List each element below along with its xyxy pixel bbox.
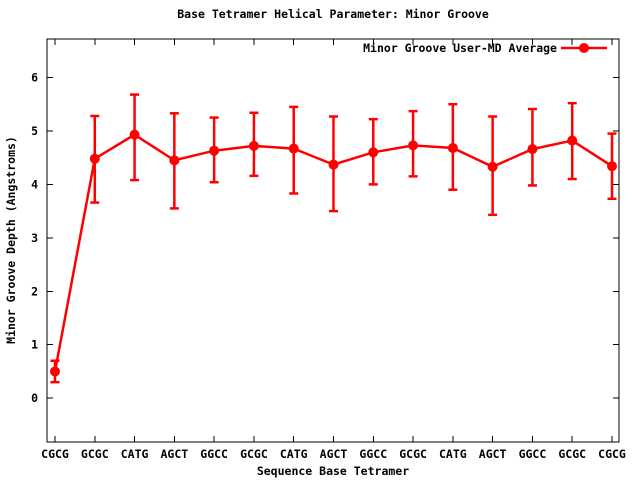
y-tick-label: 6	[31, 70, 38, 84]
y-tick-label: 0	[31, 391, 38, 405]
x-tick-label: AGCT	[320, 447, 348, 461]
x-tick-label: CGCG	[41, 447, 69, 461]
data-point-marker	[89, 153, 100, 164]
data-point-marker	[368, 147, 379, 158]
data-point-marker	[50, 366, 60, 377]
y-tick-label: 2	[31, 284, 38, 298]
x-tick-label: CATG	[280, 447, 308, 461]
plot-border	[46, 38, 620, 443]
data-point-marker	[567, 135, 578, 146]
data-point-marker	[328, 159, 339, 170]
y-tick-label: 4	[31, 177, 38, 191]
legend-marker-icon	[561, 42, 607, 53]
x-tick-label: GGCC	[519, 447, 547, 461]
y-tick-label: 3	[31, 231, 38, 245]
data-point-marker	[607, 161, 617, 172]
x-tick-label: CATG	[121, 447, 149, 461]
data-point-marker	[527, 144, 538, 155]
legend: Minor Groove User-MD Average	[363, 40, 607, 55]
x-tick-label: GCGC	[81, 447, 109, 461]
y-tick-label: 5	[31, 124, 38, 138]
data-point-marker	[487, 161, 498, 172]
data-point-marker	[288, 143, 299, 154]
x-tick-label: AGCT	[161, 447, 189, 461]
x-tick-label: GGCC	[200, 447, 228, 461]
x-tick-label: GCGC	[558, 447, 586, 461]
y-tick-label: 1	[31, 338, 38, 352]
x-axis-title: Sequence Base Tetramer	[256, 464, 410, 478]
x-tick-label: CATG	[439, 447, 467, 461]
x-tick-label: CGCG	[598, 447, 626, 461]
data-point-marker	[169, 155, 180, 166]
data-point-marker	[248, 140, 259, 151]
legend-series-label: Minor Groove User-MD Average	[363, 40, 557, 55]
x-tick-label: AGCT	[479, 447, 507, 461]
data-point-marker	[408, 140, 419, 151]
chart-title: Base Tetramer Helical Parameter: Minor G…	[177, 7, 489, 21]
data-point-marker	[447, 143, 458, 154]
x-tick-label: GCGC	[240, 447, 268, 461]
x-tick-label: GGCC	[359, 447, 387, 461]
x-tick-label: GCGC	[399, 447, 427, 461]
data-point-marker	[129, 129, 140, 140]
data-point-marker	[209, 145, 220, 156]
